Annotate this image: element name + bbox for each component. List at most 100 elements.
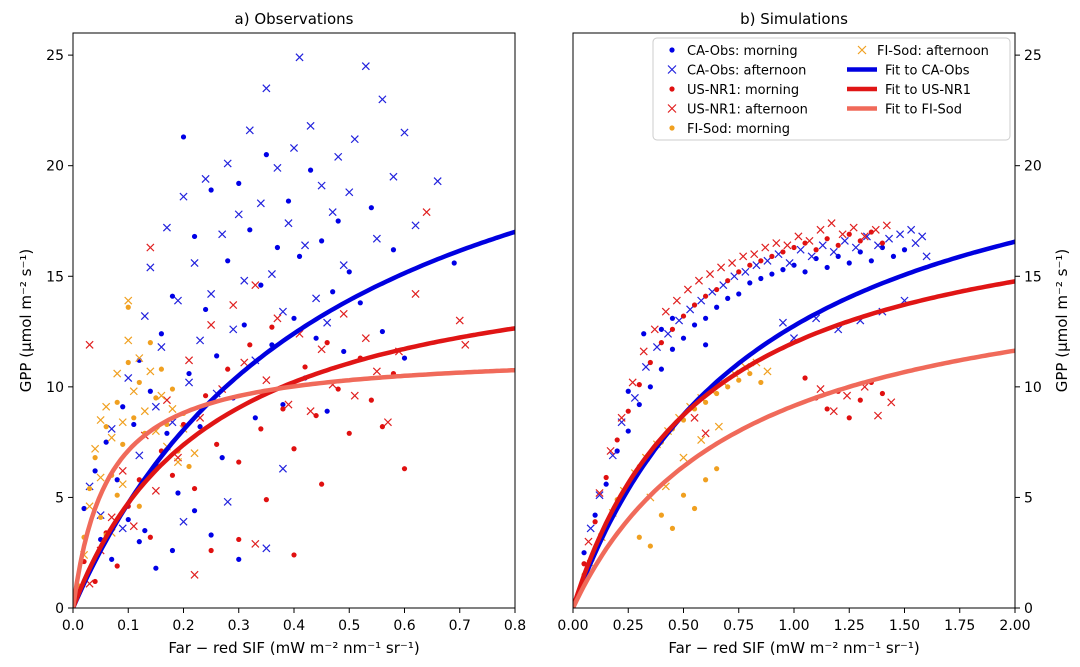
fit-line-fit-to-ca-obs [73,229,515,608]
data-point [769,271,775,277]
data-point [118,480,127,489]
data-point [280,406,286,412]
data-point [350,391,359,400]
data-point [147,388,153,394]
data-point [251,539,260,548]
data-point [92,455,98,461]
x-tick-label: 1.50 [889,618,920,634]
data-point [846,415,852,421]
x-tick-label: 0.75 [723,618,754,634]
data-point [368,397,374,403]
data-point [125,516,131,523]
fit-line-fit-to-fi-sod [573,348,1015,608]
data-point [131,415,137,421]
data-point [763,256,772,265]
data-point [335,218,341,224]
y-tick-label: 0 [55,601,64,617]
legend-entry-fi-sod-afternoon: FI-Sod: afternoon [857,44,989,59]
data-point [617,413,626,422]
data-point [118,524,127,533]
legend-label: Fit to CA-Obs [885,64,970,79]
data-point [306,407,315,416]
y-tick-label: 15 [46,269,64,285]
data-point [162,223,171,232]
data-point [636,401,642,408]
data-point [313,412,319,419]
data-point [725,278,731,284]
data-point [636,382,642,388]
data-point [887,398,896,407]
data-point [191,233,198,240]
data-point [780,267,786,273]
data-point [592,519,598,525]
data-point [639,347,648,356]
legend-entry-fit-to-ca-obs: Fit to CA-Obs [847,64,970,79]
data-point [805,236,814,245]
data-point [146,367,155,376]
data-point [317,345,326,354]
data-point [658,512,665,518]
data-point [714,286,720,293]
data-point [208,547,214,554]
data-point [835,242,841,248]
data-point [203,306,209,313]
data-point [162,396,171,405]
data-point [592,512,598,518]
data-point [714,304,720,310]
data-point [125,304,131,310]
data-point [829,247,838,256]
legend-label: FI-Sod: morning [687,122,790,137]
series-us-nr1-afternoon [584,219,896,546]
data-point [661,307,670,316]
data-point [763,367,772,376]
data-point [263,152,269,158]
data-point [780,249,786,255]
data-point [606,446,615,456]
data-point [219,455,225,461]
data-point [147,340,153,346]
data-point [334,152,343,161]
data-point [147,534,153,540]
chart-title: a) Observations [235,10,354,28]
data-point [247,342,253,348]
y-axis-label: GPP (μmol m⁻² s⁻¹) [1053,249,1071,393]
data-point [278,307,287,316]
data-point [103,439,109,445]
data-point [225,366,231,372]
chart-title: b) Simulations [740,10,848,28]
data-point [96,473,105,482]
data-point [92,578,98,585]
data-point [703,315,709,321]
data-point [142,527,148,534]
panel-simulations: 0.00 0.25 0.50 0.75 1.00 1.25 1.50 1.75 2.000 5 10… [557,10,1071,657]
data-point [750,250,759,259]
data-point [769,253,775,259]
data-point [851,243,860,252]
data-point [824,236,830,242]
data-point [890,253,897,259]
y-axis-label: GPP (μmol m⁻² s⁻¹) [17,249,35,393]
data-point [236,459,242,465]
legend-label: US-NR1: afternoon [687,103,808,118]
x-tick-label: 1.00 [778,618,809,634]
legend-label: US-NR1: morning [687,83,799,98]
panel-observations: 0.0 0.1 0.2 0.3 0.4 0.5 0.6 0.7 0.8 0 5 10 15 20 25 a) … [17,10,526,657]
data-point [862,232,871,241]
data-point [827,219,836,228]
data-point [169,547,176,554]
data-point [229,300,238,310]
data-point [730,272,739,281]
data-point [345,188,354,197]
data-point [401,355,408,361]
data-point [102,402,111,411]
data-point [608,451,617,460]
data-point [258,426,264,432]
data-point [323,318,332,327]
data-point [301,241,310,250]
x-tick-label: 0.4 [283,618,305,634]
data-point [664,329,673,338]
data-point [911,239,920,248]
legend-label: FI-Sod: afternoon [877,44,989,59]
data-point [873,411,883,420]
x-tick-label: 0.50 [668,618,699,634]
